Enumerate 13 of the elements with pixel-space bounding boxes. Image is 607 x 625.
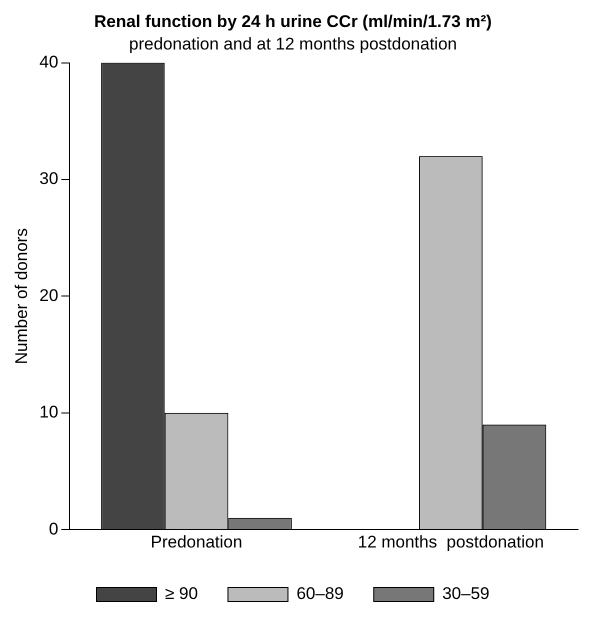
y-tick-label: 0 (48, 519, 58, 538)
y-tick-label: 20 (39, 286, 58, 305)
y-tick-label: 30 (39, 169, 58, 188)
x-tick-label: 12 months postdonation (358, 532, 544, 552)
legend-label: 60–89 (296, 584, 344, 604)
x-tick-label: Predonation (150, 532, 242, 552)
chart-title: Renal function by 24 h urine CCr (ml/min/1.73 m²) (94, 12, 492, 31)
y-tick-label: 10 (39, 402, 58, 422)
chart-subtitle: predonation and at 12 months postdonation (129, 34, 457, 54)
legend-label: 30–59 (442, 584, 490, 604)
legend-label: ≥ 90 (164, 584, 198, 604)
y-axis-title: Number of donors (12, 228, 31, 364)
y-tick-label: 40 (39, 52, 58, 72)
